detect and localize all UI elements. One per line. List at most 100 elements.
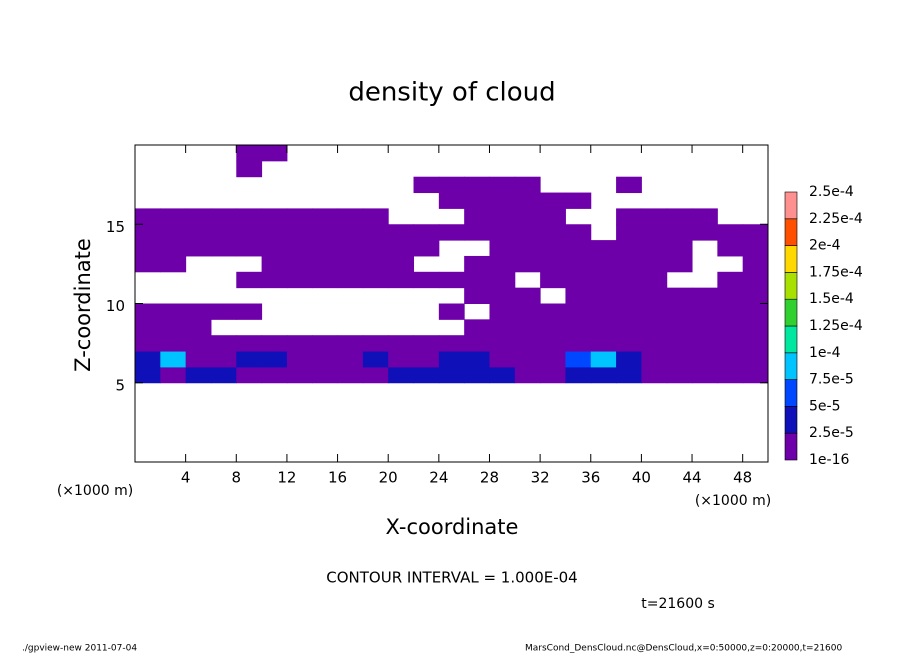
contour-cell [514, 224, 541, 241]
contour-cell [413, 335, 440, 352]
contour-cell [261, 208, 288, 225]
y-tick-label: 5 [115, 376, 125, 394]
x-tick-label: 32 [531, 469, 550, 487]
contour-cell [135, 303, 161, 320]
contour-cell [666, 287, 693, 304]
contour-cell [565, 224, 592, 241]
contour-cell [742, 319, 769, 336]
contour-cell [210, 335, 237, 352]
contour-interval: CONTOUR INTERVAL = 1.000E-04 [326, 569, 577, 587]
contour-cell [489, 287, 516, 304]
contour-cell [641, 287, 668, 304]
contour-cell [489, 319, 516, 336]
contour-cell [489, 240, 516, 257]
contour-cell [236, 366, 263, 384]
contour-cell [742, 240, 769, 257]
contour-cell [362, 271, 389, 289]
y-axis-label: Z-coordinate [71, 238, 95, 372]
contour-cell [286, 366, 313, 384]
axis-unit: (×1000 m) [57, 483, 133, 499]
contour-cell [641, 208, 668, 225]
contour-cell [742, 335, 769, 352]
contour-cell [666, 224, 693, 241]
contour-cell [337, 335, 364, 352]
contour-cell [514, 240, 541, 257]
contour-cell [362, 351, 389, 368]
contour-cell [540, 335, 566, 352]
contour-cell [717, 303, 744, 320]
contour-cell [514, 176, 541, 194]
contour-cell [236, 145, 263, 162]
x-tick-label: 4 [181, 469, 191, 487]
contour-cell [590, 366, 617, 384]
contour-cell [388, 366, 415, 384]
colorbar-label: 2.5e-4 [809, 184, 854, 200]
x-tick-label: 28 [480, 469, 499, 487]
contour-cell [717, 240, 744, 257]
contour-cell [742, 366, 769, 384]
contour-cell [438, 176, 465, 194]
colorbar-segment [784, 406, 798, 434]
contour-cell [160, 255, 187, 273]
contour-cell [261, 145, 288, 162]
contour-cell [185, 240, 212, 257]
contour-cell [286, 224, 313, 241]
colorbar-segment [784, 218, 798, 246]
contour-cell [540, 255, 566, 273]
contour-cell [717, 271, 744, 289]
contour-cell [489, 271, 516, 289]
contour-cell [464, 224, 490, 241]
contour-cell [489, 176, 516, 194]
contour-cell [210, 208, 237, 225]
contour-cell [312, 224, 339, 241]
contour-cell [135, 335, 161, 352]
contour-cell [160, 351, 187, 368]
colorbar-label: 2.5e-5 [809, 425, 854, 441]
contour-cell [413, 351, 440, 368]
contour-cell [286, 335, 313, 352]
contour-cell [261, 366, 288, 384]
contour-cell [236, 240, 263, 257]
contour-cell [666, 255, 693, 273]
contour-cell [337, 240, 364, 257]
contour-cell [185, 335, 212, 352]
contour-cell [261, 271, 288, 289]
contour-cell [388, 224, 415, 241]
contour-cell [641, 303, 668, 320]
contour-cell [641, 351, 668, 368]
contour-cell [185, 319, 212, 336]
contour-cell [210, 351, 237, 368]
contour-cell [236, 224, 263, 241]
contour-cell [692, 303, 718, 320]
colorbar-label: 1.75e-4 [809, 264, 863, 280]
contour-cell [286, 351, 313, 368]
contour-cell [717, 287, 744, 304]
contour-cell [540, 271, 566, 289]
contour-cell [261, 255, 288, 273]
contour-cell [337, 208, 364, 225]
contour-cell [160, 240, 187, 257]
contour-cell [717, 366, 744, 384]
contour-cell [641, 319, 668, 336]
x-tick-label: 24 [429, 469, 448, 487]
contour-cell [565, 255, 592, 273]
colorbar-segment [784, 325, 798, 354]
contour-cell [286, 240, 313, 257]
x-axis-label: X-coordinate [386, 515, 519, 539]
contour-cell [160, 303, 187, 320]
time-label: t=21600 s [641, 596, 715, 612]
contour-cell [185, 224, 212, 241]
contour-cell [160, 224, 187, 241]
contour-cell [413, 224, 440, 241]
contour-cell [616, 335, 642, 352]
contour-cell [616, 176, 642, 194]
contour-cell [742, 287, 769, 304]
contour-cell [438, 271, 465, 289]
contour-cell [438, 335, 465, 352]
contour-cell [514, 335, 541, 352]
contour-cell [261, 240, 288, 257]
contour-cell [616, 303, 642, 320]
contour-cell [236, 335, 263, 352]
contour-cell [565, 319, 592, 336]
